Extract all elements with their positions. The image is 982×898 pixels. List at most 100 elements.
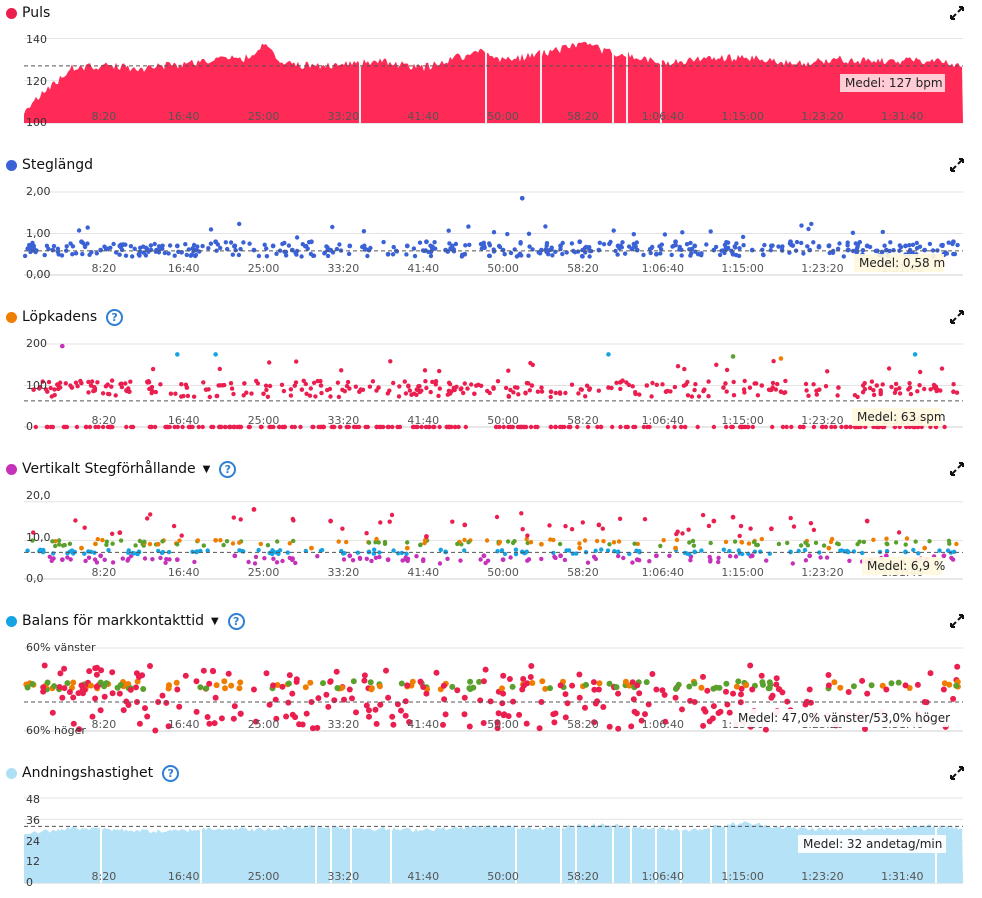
ratio-point	[150, 557, 155, 562]
cadence-point	[578, 387, 583, 392]
ratio-point	[674, 537, 680, 543]
stride-point	[688, 253, 693, 258]
help-icon[interactable]: ?	[219, 460, 237, 478]
stride-point	[85, 225, 90, 230]
cadence-point	[576, 391, 581, 396]
ratio-point	[805, 543, 810, 548]
cadence-point	[311, 380, 317, 385]
balance-point	[500, 690, 507, 697]
stride-point	[776, 244, 781, 249]
panel-title: Puls	[22, 5, 51, 21]
balance-point	[461, 711, 468, 718]
stride-point	[445, 249, 450, 254]
data-gap	[560, 820, 562, 883]
ratio-point	[423, 537, 428, 543]
expand-icon[interactable]	[950, 766, 964, 780]
balance-point	[361, 672, 368, 679]
cadence-point	[512, 385, 518, 390]
balance-point	[70, 694, 77, 701]
balance-point	[523, 720, 530, 727]
expand-icon[interactable]	[950, 614, 964, 628]
stride-point	[693, 249, 698, 254]
ratio-point	[483, 560, 488, 566]
balance-point	[144, 713, 151, 720]
y-tick-label: 0,0	[26, 572, 44, 585]
cadence-point	[714, 362, 719, 367]
cadence-point	[196, 424, 201, 430]
ratio-point	[458, 558, 463, 563]
ratio-point	[884, 536, 889, 541]
balance-point	[773, 675, 780, 682]
balance-point	[361, 677, 368, 684]
x-tick-label: 8:20	[91, 718, 116, 731]
dropdown-caret-icon[interactable]: ▼	[202, 463, 211, 475]
chart-lopkadens[interactable]: 200 100 0 8:20 16:40 25:00 33:20 41:40 50:00 58:2…	[0, 304, 982, 456]
cadence-point	[731, 393, 737, 398]
cadence-point	[213, 352, 218, 357]
balance-point	[302, 684, 309, 691]
cadence-point	[358, 387, 363, 392]
y-tick-label: 48	[26, 793, 40, 806]
panel-puls: Puls 140 120 100 8:20 16:40 25:00 33:20 41:40 50…	[0, 0, 982, 152]
stride-point	[749, 247, 755, 253]
balance-point	[285, 680, 292, 687]
ratio-point	[83, 558, 88, 564]
expand-icon[interactable]	[950, 6, 964, 20]
balance-point	[61, 685, 68, 692]
cadence-point	[446, 388, 452, 393]
chart-puls[interactable]: 140 120 100 8:20 16:40 25:00 33:20 41:40 50:00 58…	[0, 0, 982, 152]
ratio-point	[163, 560, 168, 565]
stride-point	[597, 240, 602, 245]
chart-vertikalt[interactable]: 20,0 10,0 0,0 8:20 16:40 25:00 33:20 41:40 50:00…	[0, 456, 982, 608]
ratio-point	[437, 561, 443, 566]
expand-icon[interactable]	[950, 158, 964, 172]
balance-point	[125, 702, 132, 708]
ratio-point	[396, 551, 401, 556]
balance-point	[672, 694, 679, 701]
ratio-point	[47, 554, 52, 559]
panel-andning: Andningshastighet ? 48 36 24 12 0 8:20 16:40 25…	[0, 760, 982, 898]
stride-point	[183, 242, 188, 247]
balance-point	[440, 682, 447, 689]
stride-point	[322, 251, 327, 256]
ratio-point	[403, 555, 408, 560]
expand-icon[interactable]	[950, 462, 964, 476]
expand-icon[interactable]	[950, 310, 964, 324]
help-icon[interactable]: ?	[162, 764, 180, 782]
help-icon[interactable]: ?	[227, 612, 245, 630]
chart-steglangd[interactable]: 2,00 1,00 0,00 8:20 16:40 25:00 33:20 41:40 50:0…	[0, 152, 982, 304]
breathing-rate-area	[24, 821, 963, 883]
ratio-point	[838, 548, 843, 553]
stride-point	[481, 240, 486, 245]
cadence-point	[789, 424, 794, 430]
cadence-point	[682, 366, 687, 372]
balance-point	[365, 707, 372, 714]
cadence-point	[294, 359, 299, 364]
ratio-point	[818, 555, 823, 560]
cadence-point	[609, 385, 614, 391]
balance-point	[576, 671, 583, 678]
stride-point	[417, 240, 423, 245]
ratio-point	[82, 525, 87, 530]
stride-point	[762, 242, 767, 248]
balance-point	[402, 712, 409, 719]
cadence-point	[339, 368, 344, 373]
ratio-point	[616, 539, 622, 544]
ratio-point	[167, 557, 172, 562]
cadence-point	[553, 424, 558, 430]
stride-point	[59, 253, 65, 258]
cadence-point	[100, 391, 106, 396]
balance-point	[825, 672, 832, 678]
data-gap	[612, 40, 614, 123]
balance-point	[197, 684, 204, 691]
cadence-point	[433, 382, 438, 387]
balance-point	[596, 680, 603, 687]
chart-andning[interactable]: 48 36 24 12 0 8:20 16:40 25:00 33:20 41:40 50:00 58…	[0, 760, 982, 898]
cadence-point	[215, 393, 220, 399]
ratio-point	[166, 549, 172, 555]
stride-point	[601, 242, 607, 247]
dropdown-caret-icon[interactable]: ▼	[211, 615, 219, 627]
help-icon[interactable]: ?	[106, 308, 124, 326]
chart-balans[interactable]: 60% vänster 60% höger 8:20 16:40 25:00 33:20 4…	[0, 608, 982, 760]
cadence-point	[742, 424, 748, 430]
